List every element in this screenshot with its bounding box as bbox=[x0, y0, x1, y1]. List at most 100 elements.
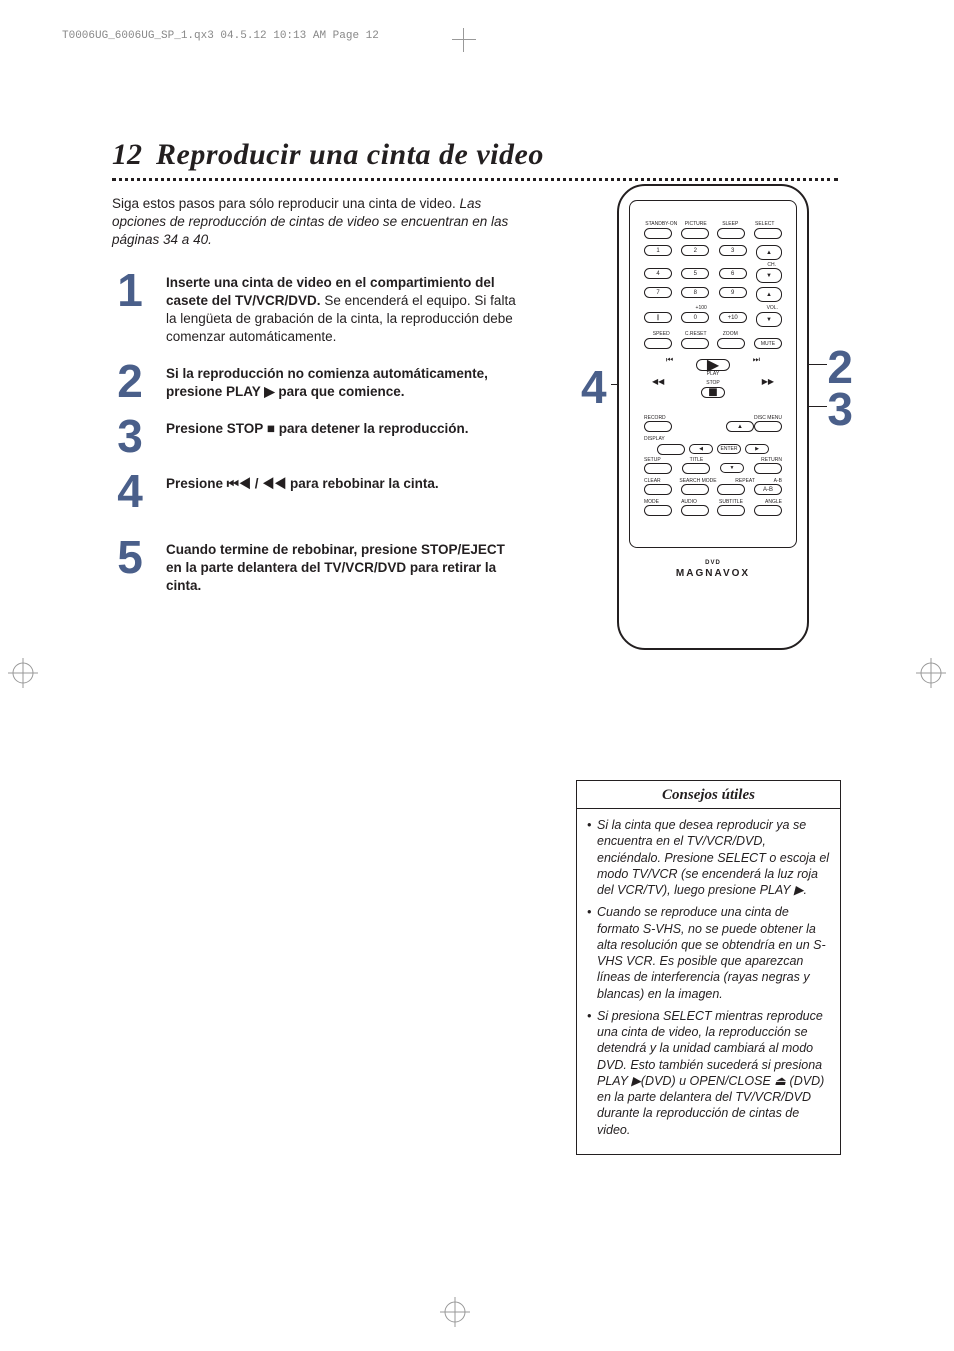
brand-text: MAGNAVOX bbox=[676, 568, 750, 579]
step-body: Cuando termine de rebobinar, presione ST… bbox=[166, 537, 522, 596]
page-number: 12 bbox=[112, 138, 142, 172]
stop-button: ■ bbox=[701, 387, 725, 398]
ab-button: A-B bbox=[754, 484, 782, 495]
speed-button bbox=[644, 338, 672, 349]
vol-down-button: ▼ bbox=[756, 312, 782, 327]
callout-4: 4 bbox=[581, 360, 607, 414]
step-bold: Presione STOP ■ para detener la reproduc… bbox=[166, 421, 469, 436]
step: 4 Presione ⏮◀ / ◀◀ para rebobinar la cin… bbox=[112, 471, 522, 512]
registration-mark-right bbox=[916, 658, 946, 688]
repeat-button bbox=[717, 484, 745, 495]
rewind-icon: ◀◀ bbox=[652, 377, 664, 386]
return-button bbox=[754, 463, 782, 474]
play-label: PLAY bbox=[707, 371, 719, 377]
searchmode-button bbox=[681, 484, 709, 495]
transport-controls: ⏮ ⏭ ▶ PLAY ◀◀ ▶▶ STOP ■ bbox=[644, 355, 782, 411]
title-button bbox=[682, 463, 710, 474]
display-label: DISPLAY bbox=[644, 436, 782, 442]
dpad-down: ▼ bbox=[720, 463, 744, 473]
step: 2 Si la reproducción no comienza automát… bbox=[112, 361, 522, 402]
remote-panel: STANDBY-ON PICTURE SLEEP SELECT 1 2 3 ▲ bbox=[629, 200, 797, 548]
subtitle-button bbox=[717, 505, 745, 516]
ch-down-button: ▼ bbox=[756, 268, 782, 283]
zoom-button bbox=[717, 338, 745, 349]
step-body: Inserte una cinta de video en el compart… bbox=[166, 270, 522, 347]
steps-list: 1 Inserte una cinta de video en el compa… bbox=[112, 270, 522, 596]
step: 3 Presione STOP ■ para detener la reprod… bbox=[112, 416, 522, 457]
vol-label: VOL. bbox=[767, 305, 778, 311]
num-button: 4 bbox=[644, 268, 672, 279]
step-body: Presione STOP ■ para detener la reproduc… bbox=[166, 416, 469, 438]
num-button: 5 bbox=[681, 268, 709, 279]
num-button: 2 bbox=[681, 245, 709, 256]
registration-mark-bottom bbox=[440, 1297, 470, 1327]
play-button: ▶ bbox=[696, 359, 730, 371]
select-button bbox=[754, 228, 782, 239]
btn-label: STANDBY-ON bbox=[644, 221, 679, 227]
step-bold: Si la reproducción no comienza automátic… bbox=[166, 366, 488, 399]
btn-label: SPEED bbox=[644, 331, 679, 337]
btn-label: SLEEP bbox=[713, 221, 748, 227]
mute-button: MUTE bbox=[754, 338, 782, 349]
ch-up-button: ▲ bbox=[756, 245, 782, 260]
pause-button: ∥ bbox=[644, 312, 672, 323]
remote-top-labels: STANDBY-ON PICTURE SLEEP SELECT bbox=[644, 221, 782, 227]
vol-up-button: ▲ bbox=[756, 287, 782, 302]
remote-illustration: 4 2 3 STANDBY-ON PICTURE SLEEP SELECT bbox=[585, 184, 843, 654]
btn-label: PICTURE bbox=[679, 221, 714, 227]
page-title: Reproducir una cinta de video bbox=[156, 138, 544, 172]
title-divider bbox=[112, 178, 838, 181]
step-number: 4 bbox=[112, 471, 148, 512]
skip-back-icon: ⏮ bbox=[666, 355, 673, 365]
btn-label: ZOOM bbox=[713, 331, 748, 337]
step-body: Presione ⏮◀ / ◀◀ para rebobinar la cinta… bbox=[166, 471, 439, 493]
btn-label: C.RESET bbox=[679, 331, 714, 337]
callout-3: 3 bbox=[827, 382, 853, 436]
angle-button bbox=[754, 505, 782, 516]
tips-body: Si la cinta que desea reproducir ya se e… bbox=[577, 809, 840, 1154]
tip-item: Si la cinta que desea reproducir ya se e… bbox=[587, 817, 830, 898]
num-button: 0 bbox=[681, 312, 709, 323]
step-bold: Cuando termine de rebobinar, presione ST… bbox=[166, 542, 505, 593]
step: 5 Cuando termine de rebobinar, presione … bbox=[112, 537, 522, 596]
step-number: 1 bbox=[112, 270, 148, 311]
tips-title: Consejos útiles bbox=[577, 781, 840, 809]
eject-button: ▲ bbox=[726, 421, 754, 432]
tips-box: Consejos útiles Si la cinta que desea re… bbox=[576, 780, 841, 1155]
step-number: 5 bbox=[112, 537, 148, 578]
plus10-button: +10 bbox=[719, 312, 747, 323]
audio-button bbox=[681, 505, 709, 516]
registration-mark-left bbox=[8, 658, 38, 688]
sleep-button bbox=[717, 228, 745, 239]
setup-button bbox=[644, 463, 672, 474]
step-body: Si la reproducción no comienza automátic… bbox=[166, 361, 522, 401]
num-button: 9 bbox=[719, 287, 747, 298]
num-button: 7 bbox=[644, 287, 672, 298]
creset-button bbox=[681, 338, 709, 349]
standby-button bbox=[644, 228, 672, 239]
dvd-logo: DVD bbox=[630, 560, 796, 566]
remote-body: STANDBY-ON PICTURE SLEEP SELECT 1 2 3 ▲ bbox=[617, 184, 809, 650]
intro-plain: Siga estos pasos para sólo reproducir un… bbox=[112, 196, 459, 211]
disc-menu-button bbox=[754, 421, 782, 432]
step-number: 2 bbox=[112, 361, 148, 402]
plus100-label: +100 bbox=[696, 305, 707, 311]
display-button bbox=[657, 444, 685, 455]
num-button: 6 bbox=[719, 268, 747, 279]
picture-button bbox=[681, 228, 709, 239]
btn-label: SELECT bbox=[748, 221, 783, 227]
dpad-left: ◀ bbox=[689, 444, 713, 454]
skip-fwd-icon: ⏭ bbox=[753, 355, 760, 365]
tip-item: Si presiona SELECT mientras reproduce un… bbox=[587, 1008, 830, 1138]
clear-button bbox=[644, 484, 672, 495]
registration-mark-top bbox=[452, 28, 476, 52]
step-bold: Presione ⏮◀ / ◀◀ para rebobinar la cinta… bbox=[166, 476, 439, 491]
dpad-right: ▶ bbox=[745, 444, 769, 454]
num-button: 1 bbox=[644, 245, 672, 256]
record-button bbox=[644, 421, 672, 432]
num-button: 8 bbox=[681, 287, 709, 298]
num-button: 3 bbox=[719, 245, 747, 256]
print-header: T0006UG_6006UG_SP_1.qx3 04.5.12 10:13 AM… bbox=[62, 30, 379, 42]
intro-paragraph: Siga estos pasos para sólo reproducir un… bbox=[112, 195, 522, 250]
page-title-row: 12 Reproducir una cinta de video bbox=[112, 138, 838, 172]
